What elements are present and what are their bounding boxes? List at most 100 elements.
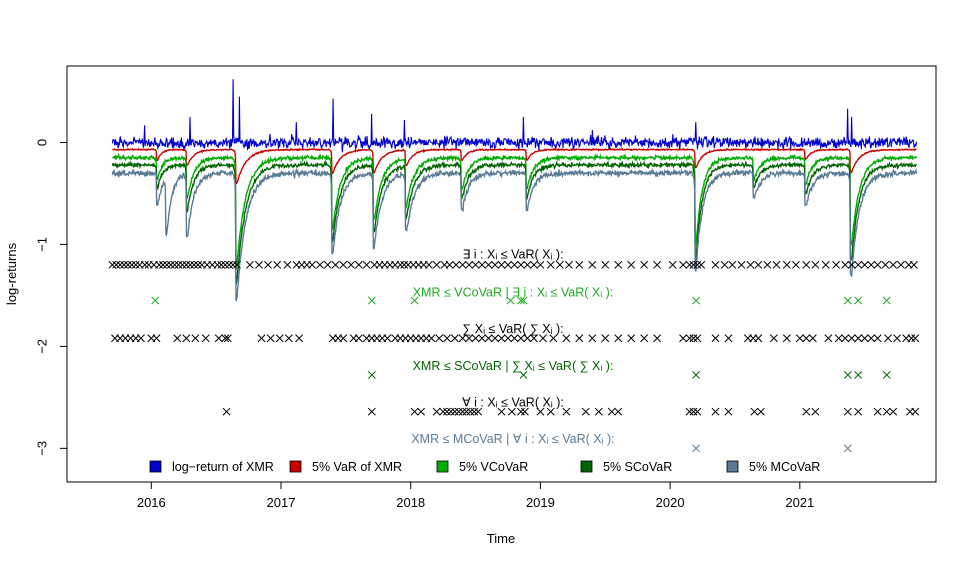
- event-marker-4-2: [410, 407, 419, 416]
- event-marker-0-29: [229, 260, 237, 269]
- event-marker-4-13: [470, 407, 479, 416]
- event-marker-0-90: [693, 260, 702, 269]
- series-layer: [111, 79, 918, 302]
- event-marker-0-45: [354, 260, 363, 269]
- event-marker-2-68: [724, 334, 733, 343]
- event-marker-4-11: [462, 407, 471, 416]
- event-marker-0-97: [754, 260, 763, 269]
- event-marker-5-1: [843, 444, 852, 453]
- x-tick-label-4: 2020: [656, 495, 685, 510]
- event-marker-2-10: [191, 334, 200, 343]
- legend-label-0: log−return of XMR: [172, 460, 274, 474]
- event-marker-0-33: [264, 260, 272, 269]
- event-marker-2-84: [873, 334, 882, 343]
- event-marker-0-5: [127, 260, 136, 269]
- event-marker-4-20: [546, 407, 555, 416]
- event-marker-0-88: [685, 260, 694, 269]
- event-marker-2-47: [497, 334, 506, 343]
- event-marker-0-61: [445, 260, 454, 269]
- event-marker-4-24: [607, 407, 616, 416]
- event-marker-0-46: [362, 260, 371, 269]
- event-marker-0-35: [283, 260, 292, 269]
- y-tick-label-1: −1: [34, 237, 49, 252]
- event-marker-1-4: [517, 296, 525, 305]
- event-marker-4-16: [507, 407, 516, 416]
- event-marker-5-0: [692, 444, 701, 453]
- event-marker-2-11: [201, 334, 210, 343]
- event-marker-4-29: [711, 407, 720, 416]
- event-marker-0-94: [728, 260, 737, 269]
- event-marker-2-86: [893, 334, 902, 343]
- event-marker-0-4: [124, 260, 132, 269]
- event-marker-0-15: [170, 260, 179, 269]
- event-marker-4-19: [536, 407, 545, 416]
- event-marker-0-103: [811, 260, 820, 269]
- event-marker-2-45: [484, 334, 493, 343]
- event-marker-2-14: [223, 334, 232, 343]
- event-marker-0-86: [668, 260, 677, 269]
- event-marker-0-25: [213, 260, 222, 269]
- event-marker-0-30: [232, 260, 241, 269]
- event-marker-2-81: [854, 334, 863, 343]
- event-marker-3-2: [692, 370, 701, 379]
- legend: log−return of XMR 5% VaR of XMR 5% VCoVaR 5…: [149, 460, 820, 474]
- x-axis-title: Time: [487, 531, 515, 546]
- event-marker-0-75: [536, 260, 545, 269]
- event-marker-4-4: [432, 407, 441, 416]
- event-marker-3-5: [882, 370, 891, 379]
- event-marker-3-3: [843, 370, 852, 379]
- event-marker-0-26: [217, 260, 226, 269]
- event-marker-0-11: [155, 260, 164, 269]
- event-marker-1-6: [692, 296, 701, 305]
- event-marker-0-112: [881, 260, 890, 269]
- x-tick-label-0: 2016: [137, 495, 166, 510]
- event-marker-0-53: [400, 260, 409, 269]
- event-marker-4-18: [520, 407, 529, 416]
- event-marker-4-38: [882, 407, 891, 416]
- event-marker-0-114: [897, 260, 905, 269]
- event-marker-0-69: [497, 260, 506, 269]
- event-marker-0-100: [782, 260, 791, 269]
- event-marker-0-105: [832, 260, 841, 269]
- event-marker-4-21: [562, 407, 571, 416]
- event-marker-2-24: [354, 334, 363, 343]
- event-marker-2-63: [679, 334, 688, 343]
- event-row-label-0: ∃ i : Xᵢ ≤ VaR( Xᵢ ):: [462, 248, 563, 262]
- legend-swatch-2: [436, 460, 449, 473]
- event-marker-2-58: [601, 334, 610, 343]
- legend-label-2: 5% VCoVaR: [459, 460, 528, 474]
- event-marker-3-4: [854, 370, 863, 379]
- event-marker-4-0: [222, 407, 231, 416]
- event-marker-2-83: [867, 334, 876, 343]
- legend-label-3: 5% SCoVaR: [603, 460, 672, 474]
- legend-swatch-0: [149, 460, 162, 473]
- legend-swatch-3: [580, 460, 593, 473]
- event-marker-0-41: [323, 260, 332, 269]
- event-row-label-1: XMR ≤ VCoVaR | ∃ i : Xᵢ ≤ VaR( Xᵢ ):: [413, 285, 614, 299]
- event-marker-2-16: [266, 334, 275, 343]
- event-marker-0-59: [432, 260, 441, 269]
- event-marker-4-33: [802, 407, 811, 416]
- event-marker-2-37: [427, 334, 436, 343]
- event-marker-0-83: [627, 260, 636, 269]
- event-marker-2-7: [152, 334, 161, 343]
- event-marker-2-46: [491, 334, 499, 343]
- event-marker-2-13: [221, 334, 230, 343]
- event-marker-4-27: [689, 407, 698, 416]
- event-marker-0-104: [821, 260, 830, 269]
- y-tick-label-2: −2: [34, 339, 49, 354]
- event-marker-0-82: [614, 260, 623, 269]
- event-marker-4-39: [889, 407, 898, 416]
- event-marker-2-18: [284, 334, 293, 343]
- event-marker-2-76: [808, 334, 817, 343]
- event-marker-0-58: [424, 260, 433, 269]
- series-line-1: [112, 147, 917, 185]
- event-marker-4-5: [439, 407, 448, 416]
- legend-label-4: 5% MCoVaR: [749, 460, 820, 474]
- event-marker-2-73: [782, 334, 791, 343]
- event-marker-0-13: [162, 260, 171, 269]
- event-marker-4-7: [446, 407, 455, 416]
- event-marker-4-23: [594, 407, 603, 416]
- event-marker-2-5: [136, 334, 145, 343]
